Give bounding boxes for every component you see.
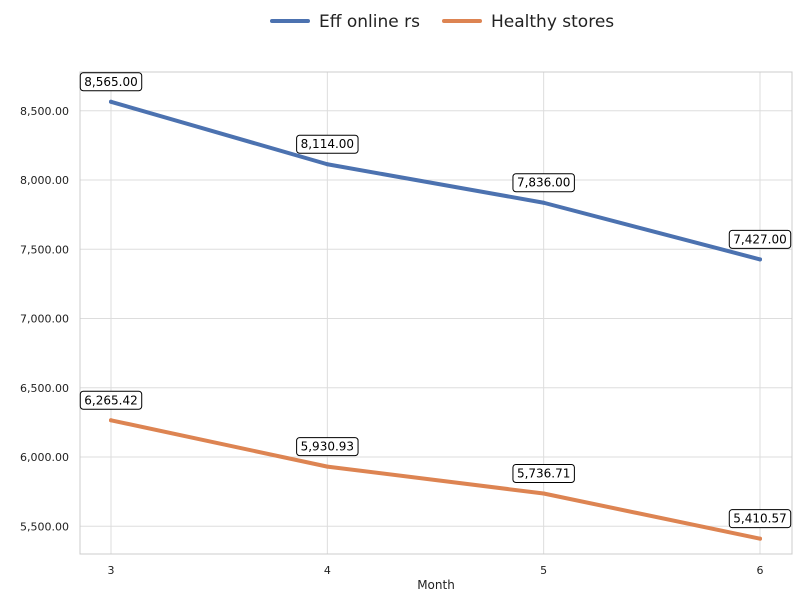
data-label: 7,427.00 <box>728 229 792 249</box>
data-point <box>758 536 762 541</box>
data-label: 8,114.00 <box>296 134 359 154</box>
data-point <box>541 200 546 205</box>
data-label-box <box>296 437 359 457</box>
data-label-text: 6,265.42 <box>84 393 137 407</box>
data-label-box <box>728 229 792 249</box>
data-label-text: 8,565.00 <box>84 75 137 89</box>
y-tick-label: 6,500.00 <box>20 382 69 395</box>
y-tick-label: 6,000.00 <box>20 451 69 464</box>
data-point <box>109 418 113 423</box>
data-label-box <box>512 173 575 193</box>
legend-label: Healthy stores <box>491 12 614 32</box>
data-label-box <box>728 509 792 529</box>
x-tick-label: 5 <box>540 564 547 577</box>
data-label-text: 5,410.57 <box>733 512 786 526</box>
legend-item[interactable]: Healthy stores <box>442 12 614 32</box>
data-label-box <box>79 390 143 410</box>
data-label-box <box>296 134 359 154</box>
data-label: 5,410.57 <box>728 509 792 529</box>
x-axis-ticks: 3 4 5 6 <box>108 564 764 577</box>
data-label: 7,836.00 <box>512 173 575 193</box>
y-tick-label: 8,500.00 <box>20 105 69 118</box>
data-label: 5,930.93 <box>296 437 359 457</box>
y-tick-label: 7,000.00 <box>20 313 69 326</box>
data-label-box <box>79 72 143 92</box>
data-point <box>541 491 546 496</box>
x-tick-label: 6 <box>757 564 764 577</box>
data-label-text: 7,836.00 <box>517 176 570 190</box>
x-axis-title: Month <box>417 578 455 592</box>
data-label: 8,565.00 <box>79 72 143 92</box>
data-labels: 8,565.00 8,114.00 7,836.00 7,427.00 6,265.42… <box>79 72 792 529</box>
data-label-text: 5,930.93 <box>301 440 354 454</box>
data-label-text: 7,427.00 <box>733 232 786 246</box>
series-line-2 <box>109 418 762 541</box>
data-label: 5,736.71 <box>512 464 575 484</box>
data-point <box>325 464 330 469</box>
data-label-box <box>512 464 575 484</box>
series-line-1 <box>109 99 762 262</box>
y-tick-label: 5,500.00 <box>20 520 69 533</box>
data-label-text: 8,114.00 <box>301 137 354 151</box>
plot-area-frame <box>79 71 793 555</box>
legend[interactable]: Eff online rs Healthy stores <box>270 12 614 32</box>
legend-label: Eff online rs <box>319 12 420 32</box>
series-lines <box>109 99 762 541</box>
legend-item[interactable]: Eff online rs <box>270 12 420 32</box>
x-tick-label: 4 <box>324 564 331 577</box>
y-tick-label: 7,500.00 <box>20 243 69 256</box>
data-point <box>109 99 113 104</box>
y-tick-label: 8,000.00 <box>20 174 69 187</box>
data-label: 6,265.42 <box>79 390 143 410</box>
data-point <box>325 162 330 167</box>
x-tick-label: 3 <box>108 564 115 577</box>
data-label-text: 5,736.71 <box>517 467 570 481</box>
data-point <box>758 257 762 262</box>
y-axis-ticks: 5,500.00 6,000.00 6,500.00 7,000.00 7,500.00… <box>20 105 69 534</box>
